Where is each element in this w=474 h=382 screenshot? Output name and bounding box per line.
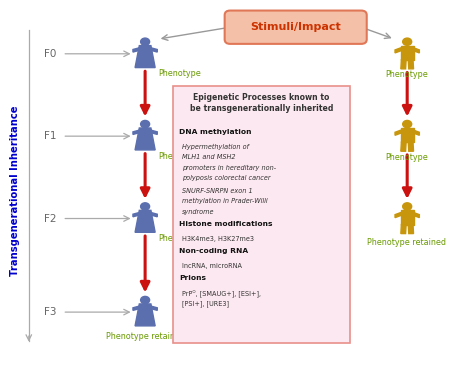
Polygon shape: [135, 45, 155, 68]
Polygon shape: [401, 225, 406, 233]
Polygon shape: [151, 306, 157, 311]
Polygon shape: [395, 130, 401, 135]
Polygon shape: [133, 130, 139, 134]
Polygon shape: [151, 48, 157, 52]
Circle shape: [141, 203, 150, 210]
Text: SNURF-SNRPN exon 1: SNURF-SNRPN exon 1: [182, 188, 253, 194]
Text: F0: F0: [44, 49, 56, 59]
Polygon shape: [408, 225, 413, 233]
Circle shape: [141, 38, 150, 45]
Polygon shape: [413, 130, 419, 135]
Text: Non-coding RNA: Non-coding RNA: [179, 248, 248, 254]
Text: PrPᴼ, [SMAUG+], [ESI+],: PrPᴼ, [SMAUG+], [ESI+],: [182, 290, 261, 297]
Text: Phenotype retained: Phenotype retained: [106, 332, 184, 341]
Text: Phenotype: Phenotype: [385, 152, 428, 162]
Text: DNA methylation: DNA methylation: [179, 129, 252, 135]
Polygon shape: [408, 142, 413, 151]
Text: Prions: Prions: [179, 275, 206, 281]
Polygon shape: [133, 48, 139, 52]
Polygon shape: [401, 45, 413, 60]
FancyBboxPatch shape: [225, 11, 367, 44]
Text: Stimuli/Impact: Stimuli/Impact: [250, 22, 341, 32]
Polygon shape: [135, 304, 155, 326]
Circle shape: [403, 120, 412, 128]
Polygon shape: [401, 142, 406, 151]
Text: lncRNA, microRNA: lncRNA, microRNA: [182, 262, 242, 269]
Polygon shape: [151, 130, 157, 134]
Polygon shape: [135, 210, 155, 232]
Polygon shape: [133, 306, 139, 311]
Polygon shape: [395, 212, 401, 218]
Text: Histone modifications: Histone modifications: [179, 221, 273, 227]
Text: MLH1 and MSH2: MLH1 and MSH2: [182, 154, 236, 160]
Polygon shape: [151, 212, 157, 217]
Text: syndrome: syndrome: [182, 209, 214, 215]
Circle shape: [141, 296, 150, 304]
Text: Phenotype retained: Phenotype retained: [366, 238, 446, 247]
Polygon shape: [135, 128, 155, 150]
Text: Hypermethylation of: Hypermethylation of: [182, 144, 249, 150]
Text: methylation in Prader-Willi: methylation in Prader-Willi: [182, 198, 267, 204]
Circle shape: [403, 38, 412, 45]
Polygon shape: [408, 60, 413, 69]
Polygon shape: [413, 212, 419, 218]
Polygon shape: [401, 60, 406, 69]
Text: Phenotype: Phenotype: [158, 234, 201, 243]
Polygon shape: [401, 210, 413, 225]
FancyBboxPatch shape: [173, 86, 350, 343]
Polygon shape: [395, 48, 401, 53]
Polygon shape: [401, 128, 413, 142]
Polygon shape: [413, 48, 419, 53]
Text: [PSI+], [URE3]: [PSI+], [URE3]: [182, 300, 229, 307]
Text: polyposis colorectal cancer: polyposis colorectal cancer: [182, 175, 270, 181]
Circle shape: [403, 203, 412, 210]
Text: promoters in hereditary non-: promoters in hereditary non-: [182, 164, 276, 170]
Text: Phenotype: Phenotype: [158, 152, 201, 161]
Polygon shape: [133, 212, 139, 217]
Circle shape: [141, 120, 150, 128]
Text: Phenotype: Phenotype: [158, 69, 201, 78]
Text: Transgenerational Inheritance: Transgenerational Inheritance: [10, 106, 20, 276]
Text: Epigenetic Processes known to
be transgenerationally inherited: Epigenetic Processes known to be transge…: [190, 93, 333, 113]
Text: Phenotype: Phenotype: [385, 70, 428, 79]
Text: F2: F2: [44, 214, 56, 223]
Text: F3: F3: [44, 307, 56, 317]
Text: F1: F1: [44, 131, 56, 141]
Text: H3K4me3, H3K27me3: H3K4me3, H3K27me3: [182, 236, 254, 241]
